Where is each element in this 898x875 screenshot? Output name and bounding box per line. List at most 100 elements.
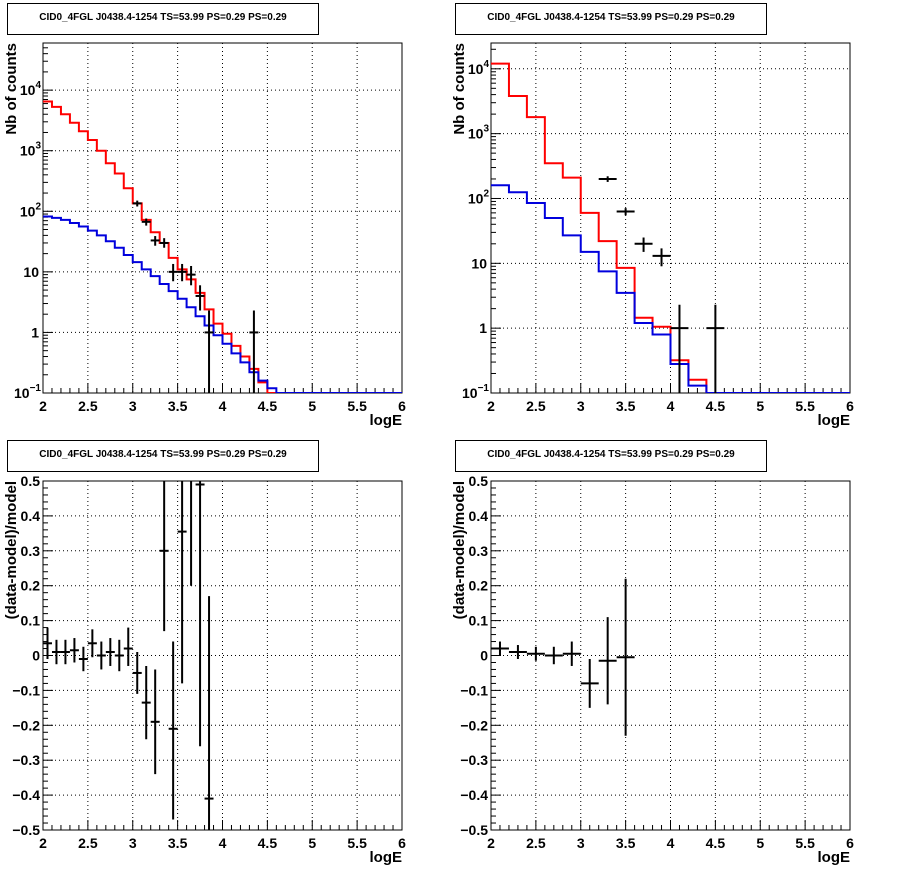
x-axis-label: logE <box>370 849 403 866</box>
y-tick-label: 0.5 <box>469 473 489 489</box>
x-axis: 2 2.5 3 3.5 4 4.5 5 5.5 6 <box>487 383 854 414</box>
data-point <box>141 665 151 740</box>
x-tick-label: 4.5 <box>706 835 726 851</box>
data-point <box>204 310 214 393</box>
y-tick-label: 0.1 <box>469 613 489 629</box>
data-point <box>105 638 115 666</box>
data-point <box>652 248 671 267</box>
x-tick-label: 2.5 <box>526 835 546 851</box>
chart-1-title: CID0_4FGL J0438.4-1254 TS=53.99 PS=0.29 … <box>7 3 319 35</box>
x-axis: 2 2.5 3 3.5 4 4.5 5 5.5 6 <box>39 383 406 414</box>
data-point <box>159 238 169 248</box>
x-tick-label: 4 <box>667 398 675 414</box>
x-tick-label: 6 <box>846 835 854 851</box>
y-tick-label: −0.2 <box>12 717 40 733</box>
data-point <box>141 218 151 226</box>
y-tick-label: 0.4 <box>21 508 41 524</box>
data-point <box>123 627 133 666</box>
x-tick-label: 3 <box>577 835 585 851</box>
data-point <box>69 638 79 663</box>
data-point <box>670 304 689 393</box>
data-points <box>132 200 259 393</box>
x-tick-label: 2.5 <box>526 398 546 414</box>
x-tick-label: 4.5 <box>258 835 278 851</box>
data-point <box>150 236 160 246</box>
data-point <box>132 200 142 207</box>
x-tick-label: 5.5 <box>347 835 367 851</box>
data-point <box>168 263 178 282</box>
x-tick-label: 3.5 <box>168 398 188 414</box>
data-point <box>114 639 124 672</box>
data-points <box>598 176 725 393</box>
y-tick-label: 102 <box>20 201 42 219</box>
y-tick-label: 1 <box>31 324 39 340</box>
x-tick-label: 3 <box>577 398 585 414</box>
y-tick-label: −0.1 <box>12 682 40 698</box>
data-point <box>177 263 187 282</box>
y-axis: 10−1 1 10 102 103 104 <box>462 48 501 401</box>
residual-pad-2: 2 2.5 3 3.5 4 4.5 5 5.5 6 logE −0.5 −0.4 −0.3 −0.2 −0.… <box>449 437 898 875</box>
x-tick-label: 4 <box>667 835 675 851</box>
data-point <box>87 629 97 658</box>
y-tick-label: 103 <box>20 141 42 159</box>
x-tick-label: 3 <box>129 835 137 851</box>
data-point <box>96 641 106 670</box>
data-point <box>78 646 88 672</box>
data-point <box>491 641 509 656</box>
data-point <box>508 645 527 659</box>
y-tick-label: 0.1 <box>21 613 41 629</box>
y-tick-label: −0.2 <box>460 717 488 733</box>
y-axis-label: Nb of counts <box>3 43 20 135</box>
data-point <box>60 639 70 665</box>
y-tick-label: 10−1 <box>14 383 41 401</box>
y-tick-label: −0.5 <box>12 822 40 838</box>
data-point <box>204 596 214 830</box>
model-series-2 <box>491 184 850 393</box>
data-point <box>168 641 178 820</box>
data-point <box>562 641 581 666</box>
data-point <box>159 481 169 632</box>
model-series-2 <box>43 215 402 393</box>
chart-3-title: CID0_4FGL J0438.4-1254 TS=53.99 PS=0.29 … <box>7 440 319 472</box>
y-tick-label: 0.5 <box>21 473 41 489</box>
y-tick-label: 10 <box>23 264 39 280</box>
x-tick-label: 2 <box>39 835 47 851</box>
x-tick-label: 4.5 <box>706 398 726 414</box>
x-tick-label: 5.5 <box>347 398 367 414</box>
x-tick-label: 4.5 <box>258 398 278 414</box>
y-tick-label: 10−1 <box>462 383 489 401</box>
chart-3-svg: 2 2.5 3 3.5 4 4.5 5 5.5 6logE−0.5−0.4−0.3−0.2−0.… <box>3 473 406 866</box>
x-tick-label: 2.5 <box>78 398 98 414</box>
y-axis-label: (data-model)/model <box>3 481 20 619</box>
x-axis: 2 2.5 3 3.5 4 4.5 5 5.5 6 <box>39 820 406 851</box>
data-point <box>706 304 725 393</box>
grid-lines <box>491 481 850 830</box>
x-axis: 2 2.5 3 3.5 4 4.5 5 5.5 6 <box>487 820 854 851</box>
y-axis: 10−1 1 10 102 103 104 <box>14 42 53 401</box>
chart-2-title: CID0_4FGL J0438.4-1254 TS=53.99 PS=0.29 … <box>455 3 767 35</box>
x-tick-label: 5 <box>308 398 316 414</box>
y-tick-label: 0.2 <box>21 578 41 594</box>
y-tick-label: 103 <box>468 124 490 142</box>
x-tick-label: 3 <box>129 398 137 414</box>
data-point <box>150 669 160 775</box>
y-tick-label: 0.3 <box>21 543 41 559</box>
residual-pad-1: 2 2.5 3 3.5 4 4.5 5 5.5 6 logE −0.5 −0.4 −0.3 −0.2 −0.… <box>0 437 449 875</box>
data-point <box>195 285 205 311</box>
y-tick-label: 0.2 <box>469 578 489 594</box>
data-points <box>491 578 635 736</box>
y-tick-label: 0.4 <box>469 508 489 524</box>
data-point <box>544 646 563 665</box>
x-tick-label: 6 <box>398 835 406 851</box>
chart-4-title: CID0_4FGL J0438.4-1254 TS=53.99 PS=0.29 … <box>455 440 767 472</box>
data-point <box>526 646 545 661</box>
y-tick-label: −0.4 <box>460 787 488 803</box>
y-tick-label: −0.3 <box>12 752 40 768</box>
data-point <box>51 639 61 665</box>
data-point <box>195 481 205 747</box>
x-tick-label: 2.5 <box>78 835 98 851</box>
